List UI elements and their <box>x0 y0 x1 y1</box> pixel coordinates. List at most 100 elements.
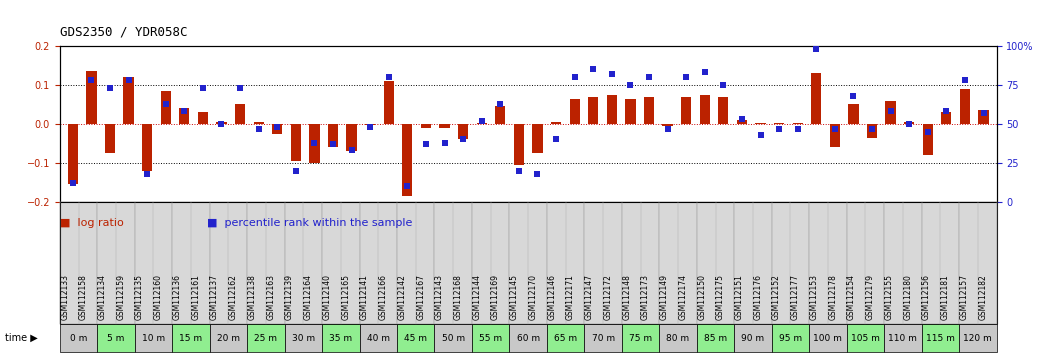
Text: GSM112169: GSM112169 <box>491 274 500 320</box>
Bar <box>68 124 78 184</box>
Text: GSM112171: GSM112171 <box>566 274 575 320</box>
Text: GSM112161: GSM112161 <box>191 274 200 320</box>
Point <box>808 46 825 52</box>
Bar <box>736 120 747 124</box>
Text: 0 m: 0 m <box>70 333 87 343</box>
Point <box>752 132 769 138</box>
Text: GSM112147: GSM112147 <box>584 274 594 320</box>
Bar <box>328 124 338 147</box>
Bar <box>235 104 245 124</box>
Text: GSM112158: GSM112158 <box>79 274 88 320</box>
Point <box>641 74 658 80</box>
Point <box>938 109 955 114</box>
Bar <box>830 124 840 147</box>
Point <box>882 109 899 114</box>
Text: GSM112149: GSM112149 <box>660 274 668 320</box>
Point <box>678 74 694 80</box>
Point <box>418 141 434 147</box>
Point <box>511 168 528 173</box>
Bar <box>86 71 97 124</box>
Text: GSM112148: GSM112148 <box>622 274 631 320</box>
Text: GSM112144: GSM112144 <box>472 274 481 320</box>
Bar <box>291 124 301 161</box>
Text: 105 m: 105 m <box>851 333 880 343</box>
Point <box>771 126 788 131</box>
Text: 100 m: 100 m <box>813 333 842 343</box>
Text: GSM112165: GSM112165 <box>341 274 350 320</box>
Text: 45 m: 45 m <box>404 333 427 343</box>
Bar <box>700 95 710 124</box>
Bar <box>849 104 858 124</box>
Text: GSM112143: GSM112143 <box>435 274 444 320</box>
Point <box>157 101 174 107</box>
Text: GSM112156: GSM112156 <box>922 274 930 320</box>
Point <box>845 93 862 99</box>
Text: GSM112178: GSM112178 <box>829 274 837 320</box>
Point <box>863 126 880 131</box>
Point <box>324 141 341 147</box>
Bar <box>774 123 785 124</box>
Point <box>603 71 620 77</box>
Text: GSM112157: GSM112157 <box>960 274 968 320</box>
Point <box>213 121 230 127</box>
Text: 30 m: 30 m <box>292 333 315 343</box>
Text: 85 m: 85 m <box>704 333 727 343</box>
Bar <box>904 122 915 124</box>
Point <box>64 180 81 186</box>
Text: GSM112135: GSM112135 <box>135 274 144 320</box>
Point <box>529 171 545 177</box>
Text: ■  log ratio: ■ log ratio <box>60 218 124 228</box>
Point <box>659 126 676 131</box>
Point <box>585 67 602 72</box>
Text: GSM112181: GSM112181 <box>941 275 949 320</box>
Text: 5 m: 5 m <box>107 333 125 343</box>
Text: GSM112180: GSM112180 <box>903 274 913 320</box>
Text: GSM112164: GSM112164 <box>304 274 313 320</box>
Text: GSM112134: GSM112134 <box>98 274 107 320</box>
Text: 75 m: 75 m <box>629 333 652 343</box>
Text: 20 m: 20 m <box>217 333 240 343</box>
Point <box>454 137 471 142</box>
Text: 25 m: 25 m <box>254 333 277 343</box>
Text: 55 m: 55 m <box>479 333 502 343</box>
Bar <box>606 95 617 124</box>
Text: 95 m: 95 m <box>779 333 802 343</box>
Point <box>251 126 267 131</box>
Text: GSM112154: GSM112154 <box>847 274 856 320</box>
Text: GSM112173: GSM112173 <box>641 274 650 320</box>
Bar <box>885 101 896 124</box>
Bar <box>365 124 376 125</box>
Text: GSM112166: GSM112166 <box>379 274 388 320</box>
Text: GSM112174: GSM112174 <box>679 274 687 320</box>
Bar <box>588 97 598 124</box>
Text: GSM112162: GSM112162 <box>229 274 238 320</box>
Bar <box>421 124 431 128</box>
Bar <box>663 124 672 126</box>
Text: 110 m: 110 m <box>889 333 917 343</box>
Bar <box>811 73 821 124</box>
Point <box>957 78 973 83</box>
Bar <box>495 106 506 124</box>
Bar <box>384 81 393 124</box>
Bar <box>458 124 468 139</box>
Point <box>306 140 323 145</box>
Bar <box>570 98 580 124</box>
Bar <box>254 122 263 124</box>
Bar <box>309 124 320 163</box>
Bar <box>142 124 152 171</box>
Text: GSM112145: GSM112145 <box>510 274 519 320</box>
Text: GSM112177: GSM112177 <box>791 274 799 320</box>
Text: ■  percentile rank within the sample: ■ percentile rank within the sample <box>207 218 412 228</box>
Bar <box>179 108 190 124</box>
Point <box>697 70 713 75</box>
Text: GSM112151: GSM112151 <box>734 274 744 320</box>
Point <box>381 74 398 80</box>
Bar <box>681 97 691 124</box>
Point <box>343 148 360 153</box>
Point <box>83 78 100 83</box>
Bar <box>272 124 282 133</box>
Text: 50 m: 50 m <box>442 333 465 343</box>
Bar <box>719 97 728 124</box>
Point <box>194 85 211 91</box>
Point <box>121 78 137 83</box>
